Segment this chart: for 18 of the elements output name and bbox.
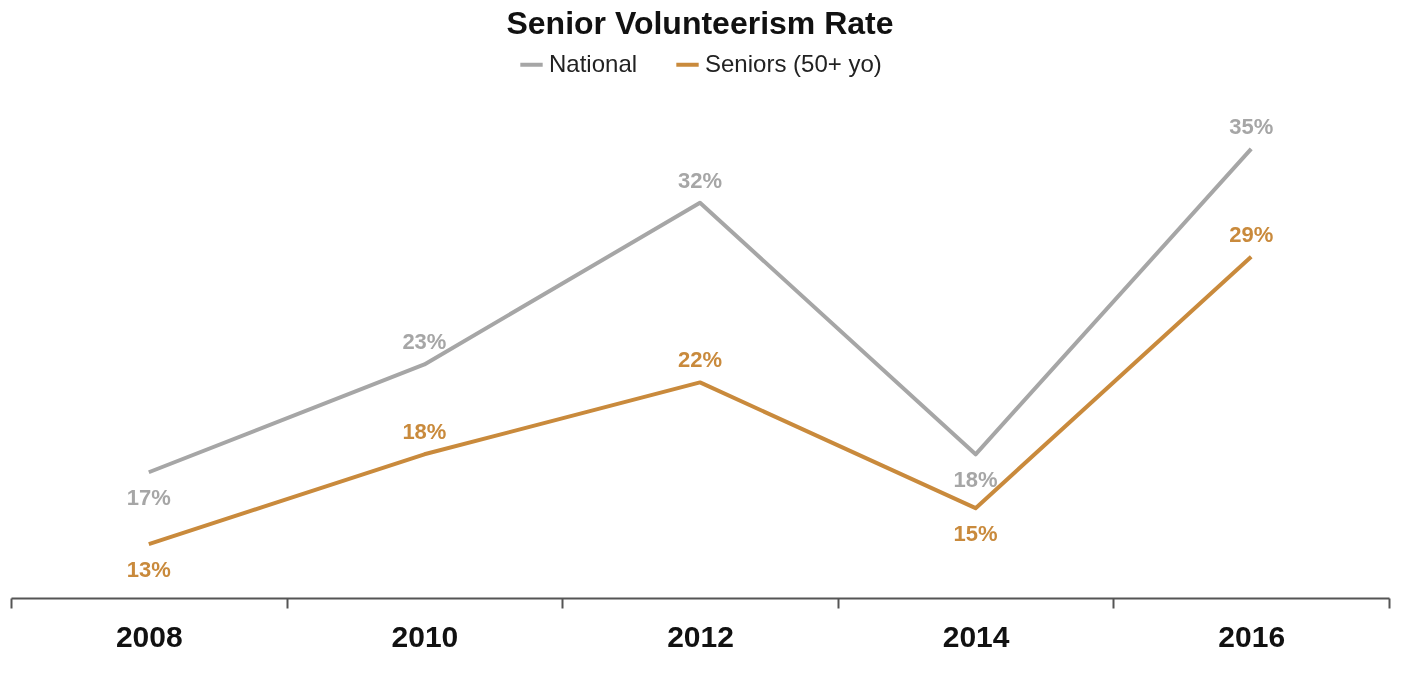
data-label: 18% xyxy=(953,467,998,493)
data-label: 35% xyxy=(1229,113,1274,139)
data-label: 18% xyxy=(402,419,447,445)
data-label: 23% xyxy=(402,329,447,355)
data-label: 22% xyxy=(677,347,723,373)
x-tick-label: 2014 xyxy=(942,619,1010,653)
legend-label: National xyxy=(549,49,638,77)
x-tick-label: 2016 xyxy=(1218,619,1286,653)
data-label: 13% xyxy=(126,557,171,583)
x-tick-label: 2010 xyxy=(391,619,459,653)
legend-label: Seniors (50+ yo) xyxy=(705,49,882,77)
data-label: 17% xyxy=(126,485,171,511)
x-tick-label: 2008 xyxy=(115,619,183,653)
x-tick-label: 2012 xyxy=(667,619,734,653)
chart-title: Senior Volunteerism Rate xyxy=(506,5,894,41)
data-label: 29% xyxy=(1229,221,1274,247)
data-label: 32% xyxy=(677,167,723,193)
data-label: 15% xyxy=(953,521,998,547)
